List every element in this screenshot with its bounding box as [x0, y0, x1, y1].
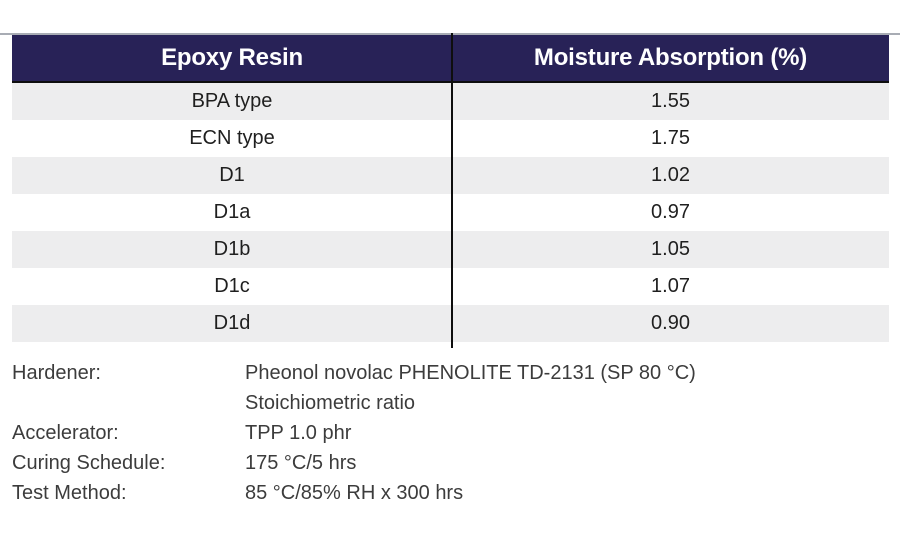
absorption-cell: 1.02	[651, 164, 690, 186]
absorption-cell: 0.97	[651, 201, 690, 223]
resin-cell: BPA type	[191, 90, 273, 112]
table-body: BPA type 1.55 ECN type 1.75 D1 1.02 D1a …	[12, 83, 889, 342]
absorption-cell: 1.07	[651, 275, 690, 297]
resin-cell: ECN type	[189, 127, 275, 149]
table-row: BPA type 1.55	[12, 83, 889, 120]
header-cell-moisture-absorption: Moisture Absorption (%)	[533, 44, 808, 71]
footnote-label-hardener: Hardener:	[12, 362, 101, 384]
footnote-value-curing-schedule: 175 °C/5 hrs	[245, 452, 357, 474]
table-row: ECN type 1.75	[12, 120, 889, 157]
resin-cell: D1c	[214, 275, 250, 297]
footnote-label-accelerator: Accelerator:	[12, 422, 119, 444]
table-top-border	[0, 33, 900, 35]
column-divider-rule	[451, 33, 453, 348]
table-row: D1 1.02	[12, 157, 889, 194]
footnote-value-hardener: Pheonol novolac PHENOLITE TD-2131 (SP 80…	[245, 362, 696, 384]
footnote-label-blank	[12, 388, 245, 418]
footnotes-block: Hardener: Pheonol novolac PHENOLITE TD-2…	[12, 358, 889, 508]
resin-cell: D1a	[213, 201, 251, 223]
table-row: D1b 1.05	[12, 231, 889, 268]
resin-cell: D1d	[213, 312, 251, 334]
header-cell-epoxy-resin: Epoxy Resin	[161, 44, 303, 71]
table-row: D1c 1.07	[12, 268, 889, 305]
moisture-absorption-table: Epoxy Resin Moisture Absorption (%) BPA …	[12, 33, 889, 348]
footnote-value-test-method: 85 °C/85% RH x 300 hrs	[245, 482, 464, 504]
resin-cell: D1b	[213, 238, 251, 260]
table-row: D1d 0.90	[12, 305, 889, 342]
footnote-value-accelerator: TPP 1.0 phr	[245, 422, 352, 444]
table-row: D1a 0.97	[12, 194, 889, 231]
footnote-label-test-method: Test Method:	[12, 482, 127, 504]
absorption-cell: 0.90	[651, 312, 690, 334]
table-header-row: Epoxy Resin Moisture Absorption (%)	[12, 35, 889, 83]
resin-cell: D1	[219, 164, 245, 186]
absorption-cell: 1.75	[651, 127, 690, 149]
footnote-label-curing-schedule: Curing Schedule:	[12, 452, 166, 474]
absorption-cell: 1.55	[651, 90, 690, 112]
absorption-cell: 1.05	[651, 238, 690, 260]
footnote-value-stoichiometric-ratio: Stoichiometric ratio	[245, 392, 416, 414]
